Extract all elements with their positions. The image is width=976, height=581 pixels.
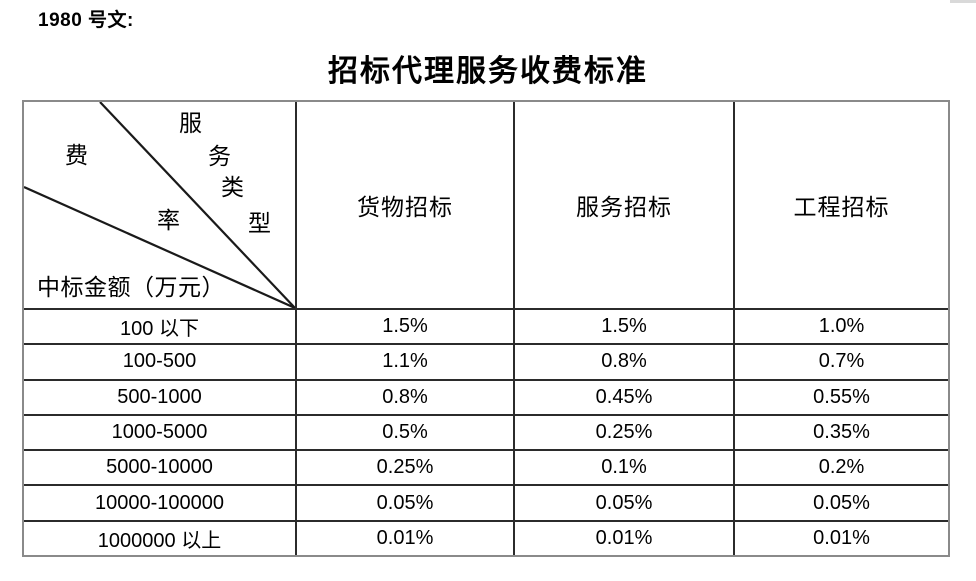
diagonal-divider-lines	[24, 102, 295, 308]
rate-cell-goods: 0.25%	[295, 449, 513, 485]
rate-cell-services: 0.45%	[513, 378, 733, 414]
rate-cell-services: 0.8%	[513, 343, 733, 379]
rate-cell-engineering: 1.0%	[733, 308, 948, 344]
doc-reference: 1980 号文:	[38, 10, 134, 31]
rate-cell-goods: 1.1%	[295, 343, 513, 379]
corner-amount-axis-label: 中标金额（万元）	[37, 275, 225, 300]
row-label-amount-range: 100 以下	[24, 308, 295, 343]
rate-cell-services: 0.25%	[513, 413, 733, 450]
corner-service-type-char-1: 服	[179, 111, 202, 136]
row-label-amount-range: 100-500	[24, 343, 295, 378]
rate-cell-engineering: 0.7%	[733, 343, 948, 379]
row-label-amount-range: 1000-5000	[24, 413, 295, 449]
page-title: 招标代理服务收费标准	[328, 55, 648, 88]
row-label-amount-range: 1000000 以上	[24, 519, 295, 555]
fee-standard-table: 服 务 类 型 费 率 中标金额（万元） 货物招标 服务招标 工程招标 100 …	[22, 100, 950, 557]
row-label-amount-range: 10000-100000	[24, 484, 295, 519]
page-edge-sliver	[950, 0, 976, 3]
corner-service-type-char-3: 类	[221, 175, 244, 200]
column-header-services: 服务招标	[513, 102, 733, 308]
rate-cell-services: 0.01%	[513, 519, 733, 555]
rate-cell-goods: 0.05%	[295, 484, 513, 520]
corner-service-type-char-4: 型	[248, 211, 271, 236]
rate-cell-goods: 0.8%	[295, 378, 513, 414]
rate-cell-services: 0.1%	[513, 449, 733, 485]
rate-cell-goods: 0.5%	[295, 413, 513, 450]
rate-cell-goods: 0.01%	[295, 519, 513, 555]
rate-cell-engineering: 0.2%	[733, 449, 948, 485]
rate-cell-goods: 1.5%	[295, 308, 513, 344]
corner-fee-rate-char-2: 率	[157, 208, 180, 233]
corner-fee-rate-char-1: 费	[65, 143, 88, 168]
rate-cell-engineering: 0.05%	[733, 484, 948, 520]
rate-cell-engineering: 0.01%	[733, 519, 948, 555]
rate-cell-engineering: 0.35%	[733, 413, 948, 450]
column-header-goods: 货物招标	[295, 102, 513, 308]
rate-cell-services: 1.5%	[513, 308, 733, 344]
corner-service-type-char-2: 务	[208, 144, 231, 169]
row-label-amount-range: 500-1000	[24, 378, 295, 414]
rate-cell-engineering: 0.55%	[733, 378, 948, 414]
rate-cell-services: 0.05%	[513, 484, 733, 520]
column-header-engineering: 工程招标	[733, 102, 948, 308]
table-corner-cell: 服 务 类 型 费 率 中标金额（万元）	[24, 102, 295, 308]
row-label-amount-range: 5000-10000	[24, 449, 295, 484]
